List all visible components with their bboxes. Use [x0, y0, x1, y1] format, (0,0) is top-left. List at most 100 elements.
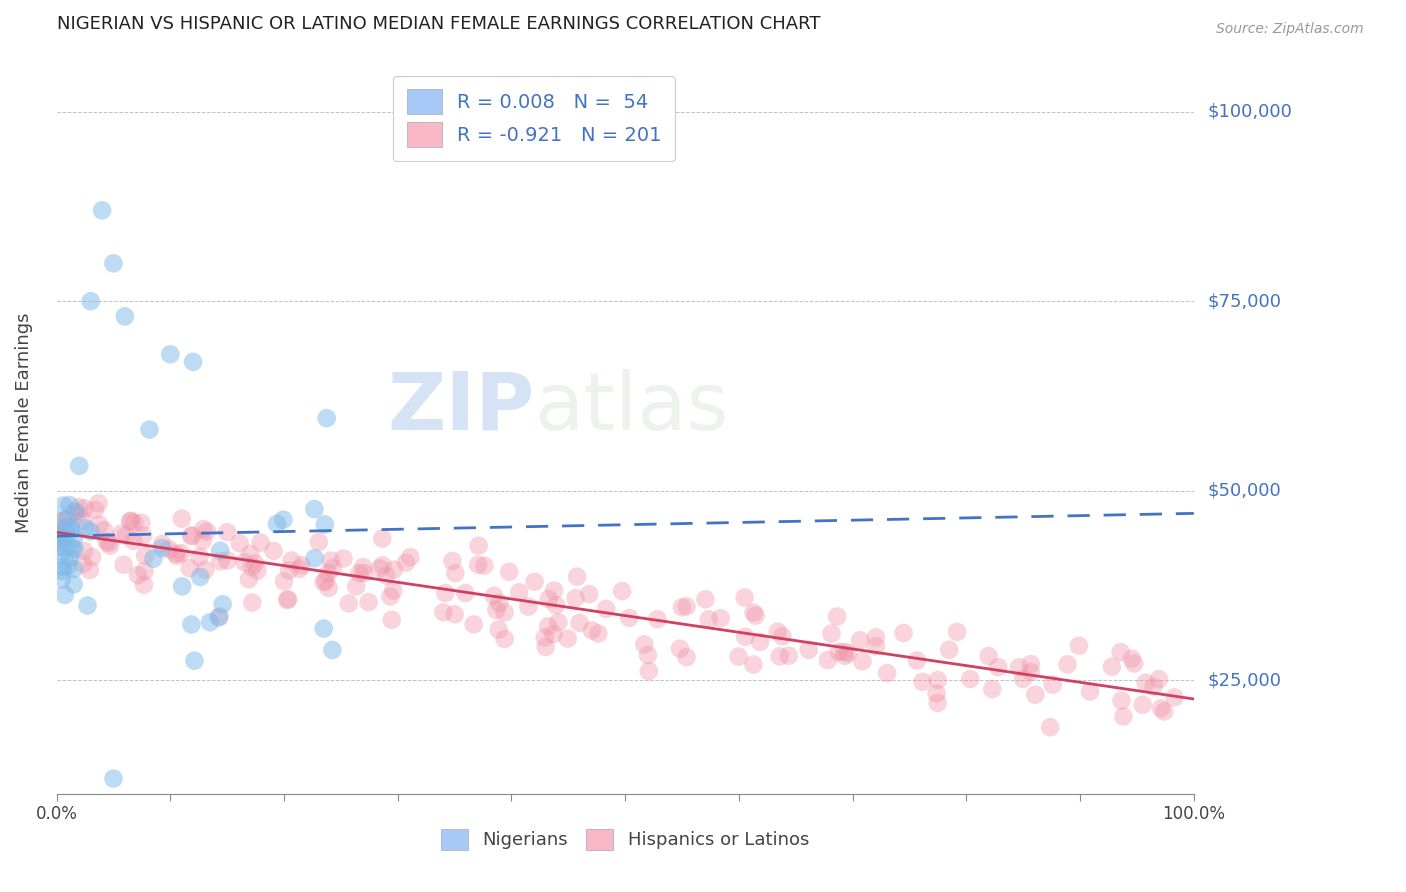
Point: [647, 612, 669, 626]
Point: [179, 561, 201, 575]
Point: [581, 624, 603, 638]
Point: [97, 536, 120, 550]
Point: [114, 528, 136, 542]
Point: [193, 522, 215, 536]
Point: [498, 565, 520, 579]
Point: [208, 610, 231, 624]
Point: [246, 564, 269, 578]
Point: [96, 534, 118, 549]
Point: [319, 553, 342, 567]
Point: [159, 347, 181, 361]
Legend: R = 0.008   N =  54, R = -0.921   N = 201: R = 0.008 N = 54, R = -0.921 N = 201: [394, 76, 675, 161]
Point: [89, 517, 111, 532]
Point: [827, 645, 849, 659]
Point: [595, 602, 617, 616]
Point: [1056, 657, 1078, 672]
Point: [349, 566, 371, 581]
Text: $25,000: $25,000: [1208, 671, 1282, 689]
Point: [467, 558, 489, 572]
Point: [727, 649, 749, 664]
Point: [1153, 705, 1175, 719]
Point: [276, 593, 298, 607]
Point: [314, 517, 336, 532]
Point: [75, 521, 97, 535]
Point: [1019, 657, 1042, 672]
Point: [98, 539, 121, 553]
Point: [211, 597, 233, 611]
Point: [65, 505, 87, 519]
Text: $100,000: $100,000: [1208, 103, 1292, 120]
Point: [695, 592, 717, 607]
Point: [837, 646, 859, 660]
Point: [523, 574, 546, 589]
Point: [82, 550, 104, 565]
Point: [905, 653, 928, 667]
Point: [51, 559, 73, 574]
Point: [543, 627, 565, 641]
Text: NIGERIAN VS HISPANIC OR LATINO MEDIAN FEMALE EARNINGS CORRELATION CHART: NIGERIAN VS HISPANIC OR LATINO MEDIAN FE…: [56, 15, 820, 33]
Point: [249, 535, 271, 549]
Point: [1019, 665, 1042, 679]
Point: [977, 649, 1000, 664]
Point: [55, 513, 77, 527]
Point: [1123, 657, 1146, 671]
Point: [51, 515, 73, 529]
Point: [834, 648, 856, 663]
Point: [240, 596, 263, 610]
Text: Source: ZipAtlas.com: Source: ZipAtlas.com: [1216, 22, 1364, 37]
Point: [194, 563, 217, 577]
Point: [72, 514, 94, 528]
Point: [766, 624, 789, 639]
Text: ZIP: ZIP: [387, 368, 534, 447]
Point: [55, 541, 77, 556]
Point: [49, 549, 72, 563]
Text: atlas: atlas: [534, 368, 728, 447]
Point: [138, 423, 160, 437]
Point: [67, 500, 90, 515]
Point: [63, 531, 86, 545]
Point: [79, 563, 101, 577]
Point: [93, 524, 115, 538]
Point: [1101, 659, 1123, 673]
Point: [48, 527, 70, 541]
Point: [380, 590, 402, 604]
Point: [1143, 680, 1166, 694]
Point: [243, 557, 266, 571]
Point: [508, 585, 530, 599]
Point: [321, 643, 343, 657]
Point: [131, 516, 153, 530]
Point: [382, 583, 405, 598]
Point: [59, 520, 82, 534]
Point: [637, 664, 659, 678]
Point: [633, 637, 655, 651]
Point: [865, 630, 887, 644]
Point: [1112, 709, 1135, 723]
Point: [352, 560, 374, 574]
Point: [710, 611, 733, 625]
Point: [543, 583, 565, 598]
Point: [851, 654, 873, 668]
Point: [191, 533, 214, 548]
Point: [344, 579, 367, 593]
Point: [1111, 693, 1133, 707]
Point: [337, 597, 360, 611]
Point: [132, 528, 155, 542]
Point: [675, 599, 697, 614]
Point: [60, 541, 83, 556]
Point: [315, 574, 337, 589]
Point: [63, 505, 86, 519]
Point: [619, 611, 641, 625]
Point: [463, 617, 485, 632]
Point: [53, 522, 76, 536]
Point: [332, 551, 354, 566]
Point: [564, 591, 586, 606]
Point: [56, 559, 79, 574]
Point: [157, 542, 180, 557]
Point: [315, 411, 337, 425]
Point: [134, 564, 156, 578]
Point: [1163, 690, 1185, 705]
Point: [820, 626, 842, 640]
Point: [357, 595, 380, 609]
Text: $75,000: $75,000: [1208, 293, 1282, 310]
Point: [180, 617, 202, 632]
